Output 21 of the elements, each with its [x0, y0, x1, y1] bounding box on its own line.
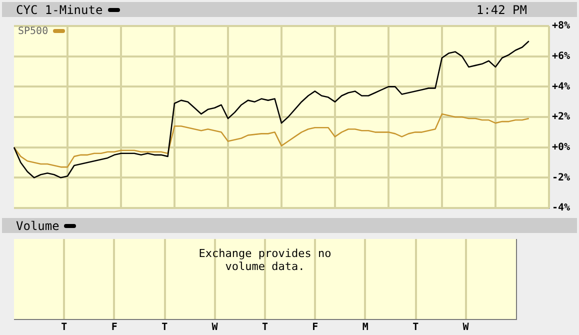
category-label: T: [260, 322, 270, 333]
y-tick-label: +6%: [552, 50, 570, 62]
y-tick-label: -4%: [552, 202, 570, 214]
y-tick-label: +0%: [552, 142, 570, 153]
category-label: W: [210, 322, 219, 333]
category-label: T: [160, 322, 169, 333]
category-label: W: [462, 322, 470, 333]
y-tick-label: +2%: [552, 112, 570, 123]
category-label: F: [311, 322, 320, 333]
text: Exchange provides no volume data.: [198, 247, 332, 273]
legend-label: SP500: [18, 26, 50, 37]
category-label: M: [361, 322, 370, 333]
legend-label: CYC 1-Minute: [16, 2, 104, 16]
text: Volume: [16, 218, 60, 232]
chart-subtitle: 1:42 PM: [476, 2, 527, 16]
category-label: T: [60, 322, 68, 333]
category-label: T: [412, 322, 420, 333]
y-tick-label: +8%: [552, 20, 570, 32]
y-tick-label: -2%: [552, 172, 570, 184]
category-label: F: [110, 322, 118, 333]
y-tick-label: +4%: [552, 81, 570, 92]
